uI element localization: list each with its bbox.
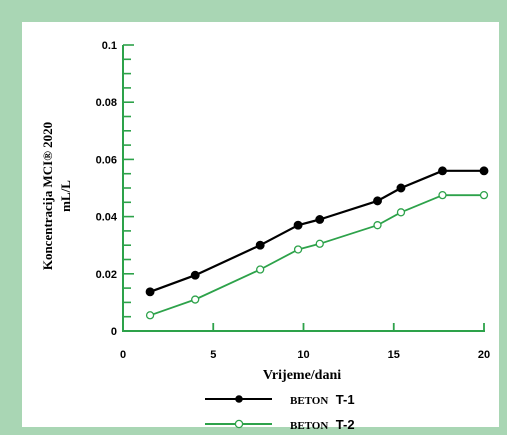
legend: BETON T-1 BETON T-2 [205, 391, 355, 433]
data-point-t1 [145, 287, 155, 297]
legend-marker-t1 [235, 395, 243, 403]
legend-suffix-t1: T-1 [336, 392, 355, 407]
data-point-t2 [373, 221, 382, 230]
x-axis-title: Vrijeme/dani [263, 368, 341, 383]
data-point-t1 [190, 270, 200, 280]
data-point-t2 [145, 311, 155, 320]
y-tick-label: 0.04 [96, 212, 118, 224]
x-tick-label: 0 [120, 349, 126, 361]
data-point-t2 [293, 245, 303, 254]
x-tick-label: 15 [388, 349, 400, 361]
plot-panel [22, 22, 499, 427]
plot-area: 0 0.02 0.04 0.06 0.08 0.1 0 5 10 15 20 [96, 40, 491, 361]
x-tick-label: 5 [210, 349, 216, 361]
legend-text-t1: BETON T-1 [290, 391, 355, 408]
data-point-t2 [479, 190, 489, 200]
legend-text-t2: BETON T-2 [290, 416, 355, 433]
legend-prefix-t2: BETON [290, 420, 328, 432]
data-point-t1 [315, 215, 325, 224]
y-axis-title: Koncentracija MCI® 2020 mL/L [40, 122, 73, 270]
data-point-t2 [315, 239, 324, 248]
y-tick-label: 0 [111, 326, 117, 338]
data-point-t2 [256, 265, 265, 274]
data-point-t2 [396, 208, 406, 217]
y-axis-label: Koncentracija MCI® 2020 [40, 122, 55, 270]
y-tick-label: 0.1 [102, 40, 117, 52]
data-point-t1 [373, 196, 382, 206]
x-tick-label: 10 [297, 349, 309, 361]
data-point-t1 [396, 183, 406, 193]
data-point-t1 [293, 220, 303, 230]
legend-prefix-t1: BETON [290, 395, 328, 407]
data-point-t2 [438, 190, 447, 200]
data-point-t1 [438, 166, 447, 176]
y-tick-label: 0.06 [96, 154, 117, 166]
x-tick-label: 20 [478, 349, 490, 361]
legend-marker-t2 [234, 419, 244, 429]
y-tick-label: 0.02 [96, 269, 117, 281]
data-point-t1 [479, 166, 489, 176]
data-point-t2 [191, 295, 200, 304]
y-axis-unit: mL/L [58, 180, 73, 212]
data-point-t1 [255, 240, 265, 250]
y-tick-label: 0.08 [96, 97, 117, 109]
legend-item-t1: BETON T-1 [205, 391, 355, 408]
legend-item-t2: BETON T-2 [205, 416, 355, 433]
legend-suffix-t2: T-2 [336, 417, 355, 432]
